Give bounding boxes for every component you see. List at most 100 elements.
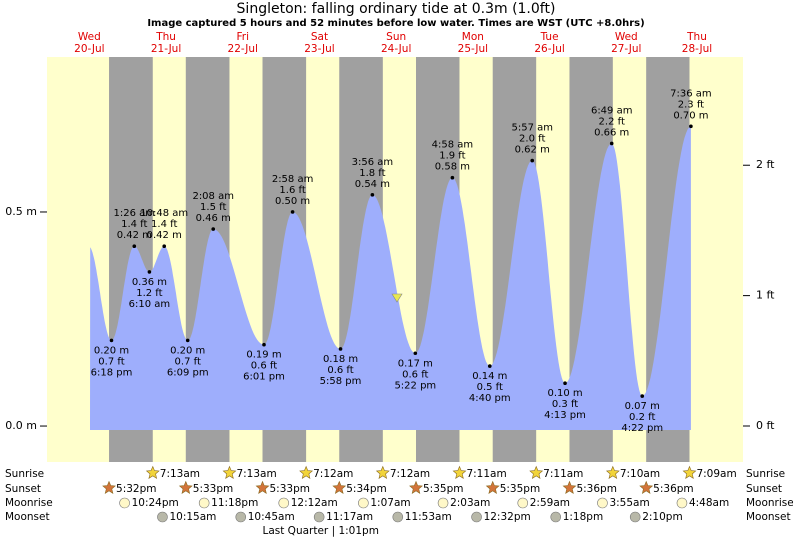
row-label-right: Moonrise	[746, 497, 793, 509]
tide-point	[563, 381, 567, 386]
tide-label: 0.7 ft	[98, 356, 124, 367]
sunset-icon	[409, 480, 423, 494]
moonset-icon	[550, 511, 562, 523]
moonrise-time: 3:55am	[609, 497, 649, 509]
moonrise-icon	[437, 497, 449, 509]
tide-label: 0.36 m	[132, 277, 167, 288]
tide-label: 6:09 pm	[167, 367, 209, 378]
moonset-time: 10:15am	[169, 511, 216, 523]
tide-label: 0.10 m	[547, 388, 582, 399]
tide-label: 1:26 am	[114, 208, 156, 219]
weekday-label: Sat	[311, 31, 328, 43]
tide-label: 0.3 ft	[552, 399, 578, 410]
tide-point	[450, 175, 455, 180]
sunrise-time: 7:11am	[466, 468, 506, 480]
sunset-time: 5:32pm	[116, 483, 156, 495]
tide-point	[640, 394, 645, 398]
tide-point	[487, 364, 492, 368]
moonrise-icon	[198, 497, 210, 509]
tide-point	[185, 338, 190, 343]
tide-label: 2.3 ft	[678, 99, 704, 110]
tide-label: 0.07 m	[625, 401, 660, 412]
tide-label: 6:10 am	[129, 299, 171, 310]
tide-label: 5:22 pm	[394, 380, 436, 391]
date-label: 21-Jul	[151, 43, 181, 55]
sunrise-icon	[145, 465, 160, 479]
moonrise-icon	[517, 497, 529, 509]
y2-tick-label: 0 ft	[756, 419, 775, 432]
weekday-label: Tue	[540, 31, 559, 43]
tide-point	[413, 351, 418, 356]
tide-label: 2.2 ft	[599, 116, 625, 127]
chart-subtitle: Image captured 5 hours and 52 minutes be…	[147, 18, 644, 29]
sunset-time: 5:35pm	[500, 483, 540, 495]
row-label-left: Moonset	[5, 511, 50, 523]
moonrise-icon	[597, 497, 608, 509]
tide-label: 1.2 ft	[136, 288, 162, 299]
moonset-icon	[629, 511, 641, 523]
y2-tick-label: 1 ft	[756, 289, 775, 302]
tide-label: 0.6 ft	[402, 369, 428, 380]
row-label-right: Sunset	[746, 483, 782, 495]
sunrise-icon	[222, 465, 237, 479]
tide-point	[211, 227, 216, 231]
tide-label: 0.20 m	[94, 345, 129, 356]
sunrise-time: 7:09am	[696, 468, 736, 480]
tide-label: 0.20 m	[170, 345, 205, 356]
sunrise-time: 7:12am	[313, 468, 353, 480]
tide-label: 4:13 pm	[544, 410, 586, 421]
tide-label: 0.18 m	[323, 354, 358, 365]
tide-label: 6:01 pm	[243, 372, 285, 383]
tide-point	[132, 244, 137, 249]
weekday-label: Fri	[237, 31, 250, 43]
moonrise-time: 2:03am	[450, 497, 490, 509]
date-label: 22-Jul	[228, 43, 258, 55]
sunset-icon	[639, 480, 654, 494]
tide-label: 0.66 m	[594, 127, 629, 138]
chart-title: Singleton: falling ordinary tide at 0.3m…	[237, 1, 556, 17]
tide-point	[262, 342, 266, 347]
tide-label: 0.6 ft	[327, 365, 353, 376]
moonset-time: 10:45am	[248, 511, 295, 523]
sunrise-time: 7:13am	[236, 468, 276, 480]
sunrise-icon	[375, 465, 390, 479]
date-label: 26-Jul	[534, 43, 564, 55]
moon-phase: Last Quarter | 1:01pm	[262, 525, 378, 537]
tide-label: 6:18 pm	[91, 367, 133, 378]
row-label-left: Moonrise	[5, 497, 53, 509]
moonrise-time: 10:24pm	[132, 497, 179, 509]
moonrise-time: 4:48am	[689, 497, 729, 509]
tide-label: 2.0 ft	[519, 134, 545, 145]
moonset-icon	[392, 511, 404, 523]
tide-label: 0.46 m	[196, 213, 231, 224]
tide-label: 0.50 m	[275, 196, 310, 207]
moonset-time: 11:17am	[326, 511, 373, 523]
weekday-label: Wed	[78, 31, 101, 43]
tide-label: 0.2 ft	[629, 412, 655, 423]
sunset-time: 5:36pm	[653, 483, 693, 495]
tide-label: 0.5 ft	[477, 382, 503, 393]
tide-point	[530, 158, 535, 163]
tide-label: 0.19 m	[246, 350, 281, 361]
tide-label: 6:49 am	[591, 105, 633, 116]
tide-label: 10:48 am	[140, 208, 188, 219]
sunrise-icon	[682, 465, 697, 479]
moonrise-time: 2:59am	[530, 497, 570, 509]
tide-point	[609, 141, 614, 146]
current-marker	[391, 293, 403, 303]
sunset-icon	[332, 480, 347, 494]
weekday-label: Wed	[615, 31, 638, 43]
sunset-icon	[102, 480, 116, 494]
moonset-icon	[157, 511, 168, 523]
sunset-time: 5:33pm	[193, 483, 233, 495]
plot-foreground: 0.20 m0.7 ft6:18 pm1:26 am1.4 ft0.42 m0.…	[90, 88, 712, 434]
tide-label: 1.4 ft	[121, 219, 147, 230]
y2-tick-label: 2 ft	[756, 158, 775, 171]
tide-label: 1.8 ft	[359, 168, 385, 179]
tide-label: 1.5 ft	[200, 202, 226, 213]
sunrise-icon	[452, 465, 467, 479]
tide-point	[370, 193, 375, 197]
tide-label: 5:58 pm	[320, 376, 362, 387]
